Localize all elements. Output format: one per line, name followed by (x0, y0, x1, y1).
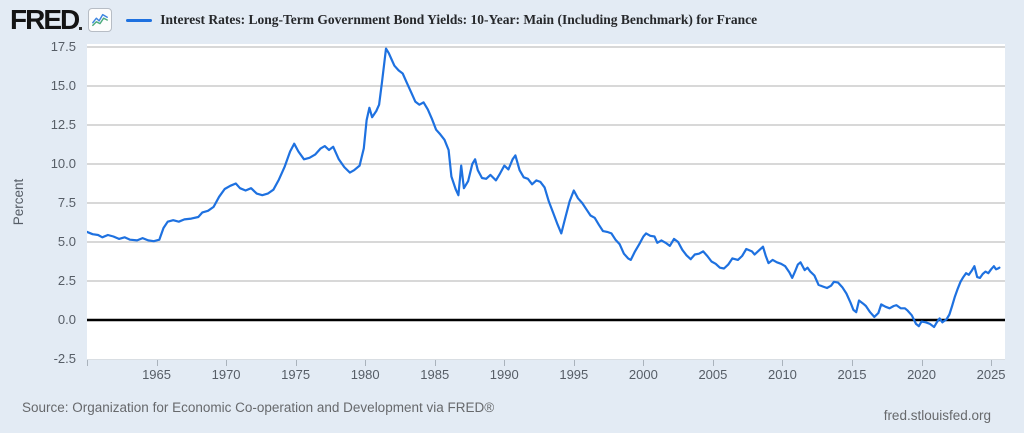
x-tick-label: 2025 (976, 367, 1006, 382)
y-tick-label: 5.0 (57, 234, 76, 249)
x-tick-mark (643, 360, 645, 366)
x-tick-label: 2010 (767, 367, 797, 382)
x-tick-mark (712, 360, 714, 366)
x-tick-mark (921, 360, 923, 366)
fred-chart-icon (88, 8, 113, 32)
y-tick-label: 0.0 (57, 312, 76, 327)
x-tick-mark (156, 360, 158, 366)
x-tick-mark (226, 360, 228, 366)
line-chart-plot-area[interactable] (87, 44, 1005, 360)
legend-series-label: Interest Rates: Long-Term Government Bon… (160, 12, 758, 27)
registered-trademark-dot (79, 27, 83, 30)
x-tick-label: 2005 (698, 367, 728, 382)
x-tick-mark (991, 360, 993, 366)
y-tick-label: 15.0 (50, 78, 76, 93)
x-tick-label: 2000 (628, 367, 658, 382)
x-tick-label: 1980 (350, 367, 380, 382)
x-tick-mark (365, 360, 367, 366)
x-tick-label: 1985 (420, 367, 450, 382)
x-tick-label: 1995 (559, 367, 589, 382)
fred-site-link[interactable]: fred.stlouisfed.org (883, 408, 991, 423)
fred-logo[interactable]: FRED (10, 4, 80, 35)
legend-line-marker (126, 18, 153, 22)
y-tick-label: 17.5 (50, 39, 76, 54)
chart-header: FRED Interest Rates: Long-Term Governmen… (10, 5, 757, 35)
x-tick-label: 1970 (211, 367, 241, 382)
x-tick-mark (573, 360, 575, 366)
y-tick-label: 2.5 (57, 273, 76, 288)
x-tick-label: 1965 (142, 367, 171, 382)
data-line-france-10y-yield[interactable] (87, 47, 1001, 329)
x-tick-mark (434, 360, 436, 366)
source-attribution: Source: Organization for Economic Co-ope… (22, 400, 495, 415)
zigzag-lines-icon (92, 13, 109, 27)
x-tick-mark (295, 360, 297, 366)
x-tick-label: 1990 (489, 367, 519, 382)
x-tick-mark (852, 360, 853, 366)
y-tick-label: 12.5 (50, 117, 76, 132)
x-tick-label: 2020 (907, 367, 936, 382)
x-tick-label: 1975 (281, 367, 311, 382)
x-tick-mark (504, 360, 506, 366)
y-tick-label: -2.5 (53, 351, 76, 366)
x-tick-label: 2015 (837, 367, 867, 382)
x-tick-mark (87, 360, 88, 366)
y-tick-label: 7.5 (57, 195, 76, 210)
x-tick-mark (782, 360, 784, 366)
legend: Interest Rates: Long-Term Government Bon… (126, 12, 757, 28)
y-tick-label: 10.0 (50, 156, 76, 171)
